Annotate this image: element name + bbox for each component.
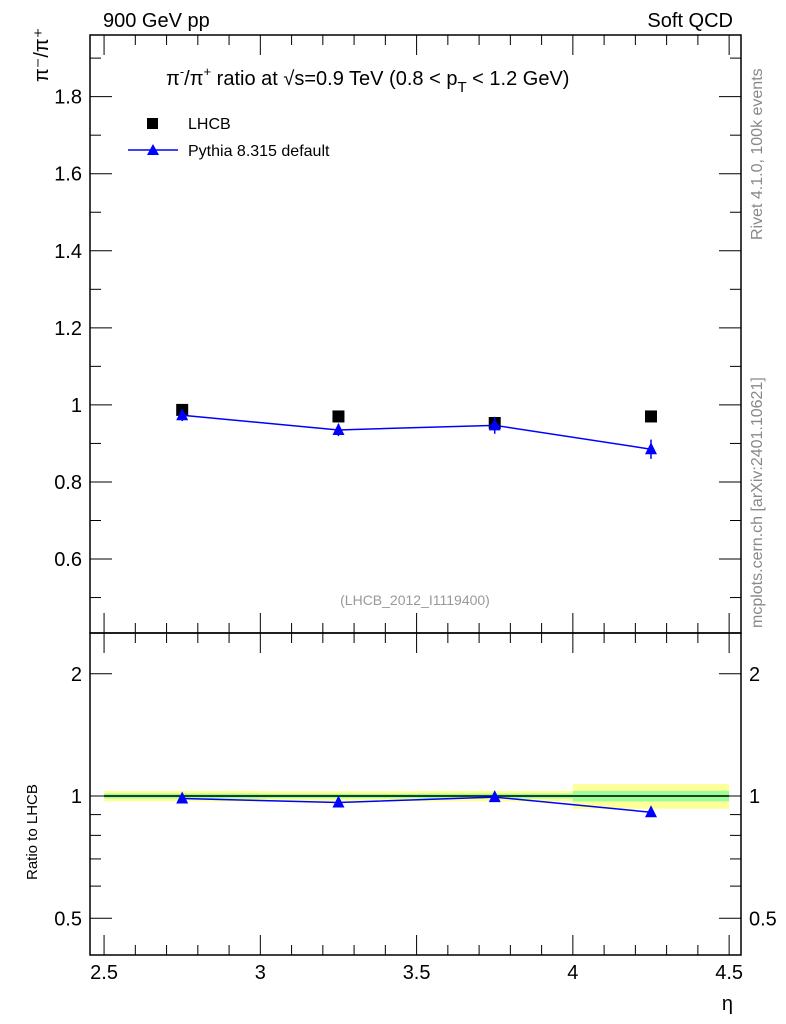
lhcb-data-point xyxy=(644,410,657,423)
ratio-data-point xyxy=(488,790,501,803)
xtick-label: 3 xyxy=(255,962,266,984)
main-ytick-label: 0.6 xyxy=(54,549,82,571)
ratio-pythia-line xyxy=(182,796,652,814)
header-left: 900 GeV pp xyxy=(103,10,210,32)
pythia-line xyxy=(182,414,652,450)
pythia-data-point xyxy=(176,408,189,421)
xtick-label: 4.5 xyxy=(715,962,743,984)
xtick-label: 2.5 xyxy=(90,962,118,984)
legend-pythia-marker xyxy=(147,144,159,155)
legend-lhcb-marker xyxy=(147,118,158,129)
main-ylabel: π⁻/π⁺ xyxy=(31,28,53,82)
ratio-ytick-label: 1 xyxy=(71,786,82,808)
pythia-data-point xyxy=(488,418,501,431)
main-ytick-label: 1.4 xyxy=(54,241,82,263)
analysis-watermark: (LHCB_2012_I1119400) xyxy=(340,592,490,608)
header-right: Soft QCD xyxy=(647,10,733,32)
main-ytick-label: 1.2 xyxy=(54,318,82,340)
ratio-ytick-label-right: 1 xyxy=(749,786,760,808)
ratio-frame xyxy=(89,632,742,956)
ratio-ylabel: Ratio to LHCB xyxy=(24,784,41,880)
mcplots-label: mcplots.cern.ch [arXiv:2401.10621] xyxy=(749,377,766,628)
ratio-ytick-label: 2 xyxy=(71,664,82,686)
main-title: π-/π+ ratio at √s=0.9 TeV (0.8 < pT < 1.… xyxy=(166,64,569,96)
main-ytick-label: 1.6 xyxy=(54,164,82,186)
legend-lhcb-label[interactable]: LHCB xyxy=(188,116,231,133)
main-ytick-label: 0.8 xyxy=(54,472,82,494)
xtick-label: 4 xyxy=(567,962,578,984)
ratio-data-point xyxy=(176,791,189,804)
xtick-label: 3.5 xyxy=(403,962,431,984)
main-ytick-label: 1.8 xyxy=(54,87,82,109)
ratio-ytick-label-right: 0.5 xyxy=(749,908,777,930)
legend-pythia-label[interactable]: Pythia 8.315 default xyxy=(188,143,330,160)
pythia-data-point xyxy=(332,422,345,435)
x-axis-label: η xyxy=(722,993,733,1015)
ratio-ytick-label-right: 2 xyxy=(749,664,760,686)
ratio-ytick-label: 0.5 xyxy=(54,908,82,930)
ratio-data-point xyxy=(644,805,657,818)
main-ytick-label: 1 xyxy=(71,395,82,417)
ratio-data-point xyxy=(332,795,345,808)
lhcb-data-point xyxy=(332,410,345,423)
pythia-data-point xyxy=(644,442,657,455)
rivet-version-label: Rivet 4.1.0, 100k events xyxy=(749,68,766,240)
